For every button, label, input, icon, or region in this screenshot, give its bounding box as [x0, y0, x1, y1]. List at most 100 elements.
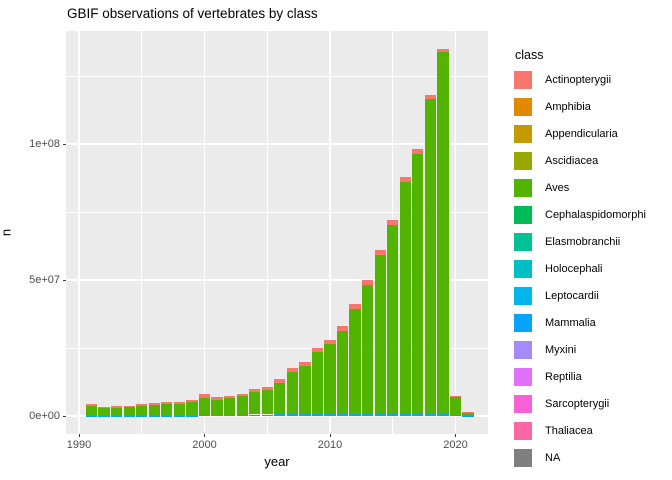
legend-label-amphibia: Amphibia — [545, 101, 591, 113]
legend-swatch-na — [514, 449, 532, 467]
bar-2006-segment-actinopterygii — [274, 379, 286, 383]
legend-label-appendicularia: Appendicularia — [545, 128, 618, 140]
bar-2021-segment-aves — [462, 412, 474, 416]
legend-label-reptilia: Reptilia — [545, 371, 582, 383]
x-tick-label-2000: 2000 — [192, 439, 217, 451]
gridline-minor-x-2005 — [266, 31, 268, 434]
legend-swatch-reptilia — [514, 368, 532, 386]
bar-2007-segment-mammalia — [286, 414, 298, 416]
gridline-minor-y-75000000 — [66, 211, 488, 213]
legend-label-na: NA — [545, 452, 561, 464]
bar-1992-segment-aves — [98, 408, 110, 416]
gridline-major-y-0e+00 — [66, 415, 488, 417]
legend-label-actinopterygii: Actinopterygii — [545, 74, 612, 86]
bar-2007-segment-aves — [286, 372, 298, 415]
bar-2004-segment-actinopterygii — [249, 389, 261, 392]
legend-label-ascidiacea: Ascidiacea — [545, 155, 599, 167]
bar-2005-segment-mammalia — [261, 414, 273, 416]
gridline-major-y-5e+07 — [66, 279, 488, 281]
bar-1994-segment-actinopterygii — [123, 406, 135, 408]
bar-2013-segment-actinopterygii — [362, 280, 374, 285]
bar-2014-segment-aves — [374, 254, 386, 414]
x-tick-mark-2010 — [329, 434, 331, 437]
bar-2017-segment-mammalia — [412, 413, 424, 416]
bar-2006-segment-mammalia — [274, 414, 286, 416]
gridline-major-x-2010 — [329, 31, 331, 434]
bar-2004-segment-aves — [249, 391, 261, 415]
bar-1996-segment-aves — [148, 404, 160, 416]
legend-swatch-mammalia — [514, 314, 532, 332]
bar-1992-segment-actinopterygii — [98, 407, 110, 409]
bar-2019-segment-mammalia — [437, 413, 449, 416]
bar-2005-segment-actinopterygii — [261, 386, 273, 390]
x-tick-label-2020: 2020 — [443, 439, 468, 451]
bar-1991-segment-actinopterygii — [85, 404, 98, 407]
bar-2013-segment-aves — [362, 284, 374, 414]
legend-label-mammalia: Mammalia — [545, 317, 596, 329]
bar-2018-segment-mammalia — [424, 413, 437, 416]
bar-2008-segment-actinopterygii — [299, 361, 311, 366]
legend-swatch-leptocardii — [514, 287, 532, 305]
legend-label-aves: Aves — [545, 182, 570, 194]
legend-swatch-elasmobranchii — [514, 233, 532, 251]
gridline-major-x-2000 — [203, 31, 206, 434]
legend-swatch-myxini — [514, 341, 532, 359]
bar-2012-segment-mammalia — [349, 413, 361, 416]
x-tick-label-2010: 2010 — [317, 439, 343, 451]
x-tick-mark-2020 — [455, 434, 456, 437]
bar-1996-segment-actinopterygii — [148, 403, 160, 405]
legend-swatch-cephalaspidomorphi — [514, 206, 532, 224]
legend-label-holocephali: Holocephali — [545, 263, 603, 275]
legend-swatch-holocephali — [514, 260, 532, 278]
bar-2003-segment-aves — [236, 396, 248, 415]
bar-2011-segment-mammalia — [336, 414, 349, 416]
legend-title: class — [515, 48, 544, 62]
bar-1999-segment-actinopterygii — [186, 399, 198, 403]
bar-2020-segment-actinopterygii — [449, 395, 462, 397]
x-tick-mark-1990 — [78, 434, 80, 437]
gridline-minor-y-125000000 — [66, 75, 488, 77]
gridline-major-x-2020 — [454, 31, 457, 434]
bar-2008-segment-mammalia — [299, 414, 311, 416]
gridline-major-y-1e+08 — [66, 143, 488, 145]
y-tick-mark-5e+07 — [63, 279, 66, 281]
legend: class Actinopterygii Amphibia Appendicular… — [505, 40, 672, 480]
bar-2017-segment-actinopterygii — [412, 149, 424, 154]
gridline-minor-x-1995 — [141, 31, 143, 434]
bar-2003-segment-mammalia — [236, 414, 248, 416]
bar-1993-segment-actinopterygii — [111, 406, 123, 408]
bar-2016-segment-mammalia — [399, 413, 411, 416]
bar-2018-segment-aves — [424, 98, 437, 414]
bar-1998-segment-actinopterygii — [173, 401, 186, 405]
legend-swatch-aves — [514, 179, 532, 197]
y-tick-mark-0e+00 — [63, 415, 66, 417]
bar-2002-segment-aves — [223, 398, 236, 415]
bar-2001-segment-aves — [211, 399, 223, 415]
bar-2012-segment-aves — [349, 309, 361, 414]
bar-2005-segment-aves — [261, 389, 273, 415]
bar-2014-segment-actinopterygii — [374, 250, 386, 255]
legend-swatch-ascidiacea — [514, 152, 532, 170]
plot-panel — [66, 31, 488, 434]
bar-2008-segment-aves — [299, 365, 311, 415]
bar-2004-segment-mammalia — [249, 414, 261, 416]
legend-label-sarcopterygii: Sarcopterygii — [545, 398, 610, 410]
legend-label-leptocardii: Leptocardii — [545, 290, 599, 302]
bar-2001-segment-actinopterygii — [211, 396, 223, 400]
bar-2001-segment-mammalia — [211, 414, 223, 416]
y-tick-label-0e+00: 0e+00 — [29, 410, 60, 422]
y-axis-title: n — [0, 228, 14, 237]
legend-swatch-thaliacea — [514, 422, 532, 440]
chart-title: GBIF observations of vertebrates by clas… — [67, 6, 318, 21]
bar-1998-segment-aves — [173, 404, 186, 416]
bar-2003-segment-actinopterygii — [236, 393, 248, 396]
bar-2014-segment-mammalia — [374, 413, 386, 416]
bar-2015-segment-actinopterygii — [387, 220, 399, 226]
bar-2006-segment-aves — [274, 382, 286, 415]
legend-swatch-amphibia — [514, 98, 532, 116]
bar-2000-segment-mammalia — [198, 414, 211, 416]
x-tick-mark-2000 — [204, 434, 205, 437]
bar-1999-segment-aves — [186, 402, 198, 416]
bar-2007-segment-actinopterygii — [286, 368, 298, 373]
y-tick-label-1e+08: 1e+08 — [29, 138, 60, 150]
